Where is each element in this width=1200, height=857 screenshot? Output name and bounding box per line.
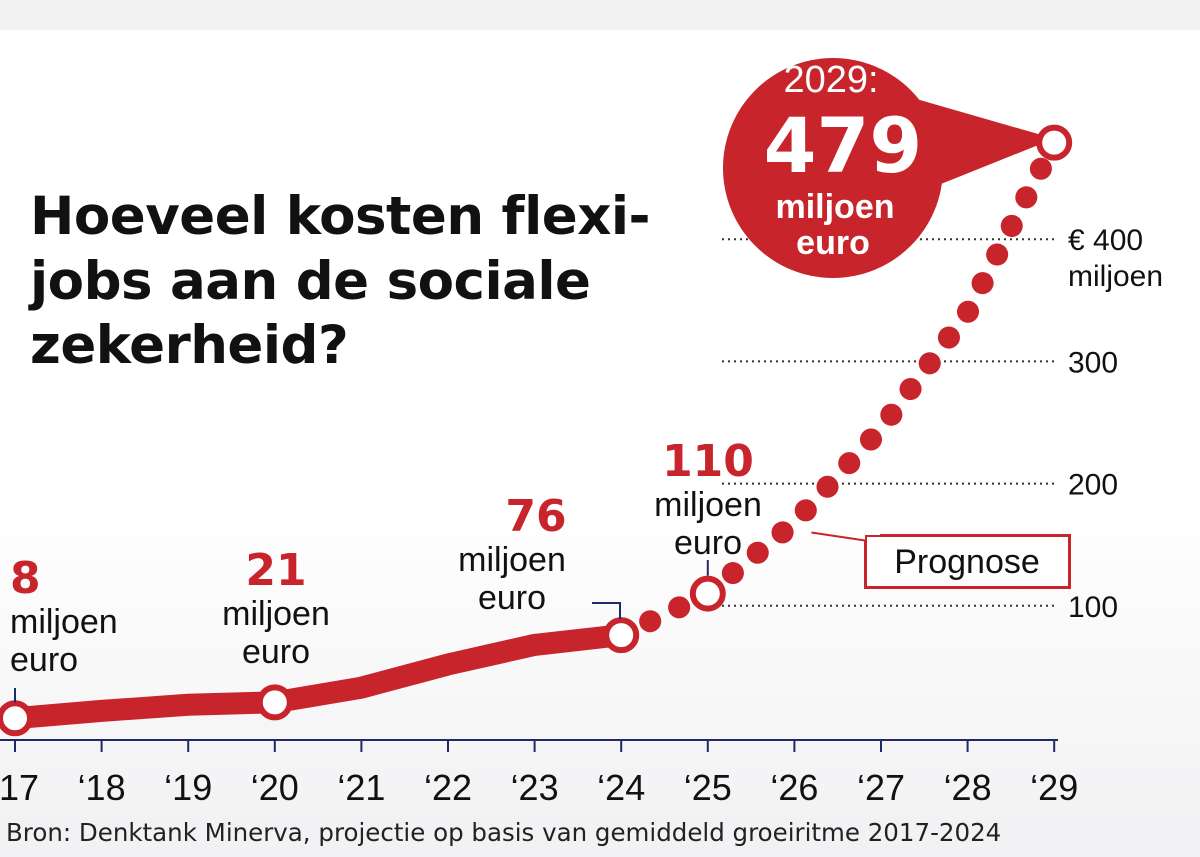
x-tick-label: ‘26 xyxy=(770,767,818,808)
data-label-value: 21 xyxy=(245,545,306,596)
data-point-marker xyxy=(256,684,293,721)
data-label-unit: miljoen xyxy=(654,486,762,524)
data-point-marker xyxy=(1036,124,1073,161)
x-tick-label: ‘20 xyxy=(251,767,299,808)
y-tick-label: 200 xyxy=(1068,469,1118,502)
x-tick-label: ‘22 xyxy=(424,767,472,808)
x-tick-label: ‘24 xyxy=(597,767,645,808)
y-tick-label: € 400 xyxy=(1068,224,1143,257)
x-tick-label: ‘27 xyxy=(857,767,905,808)
callout-unit: euro xyxy=(796,224,870,262)
callout-unit: miljoen xyxy=(775,188,894,226)
x-tick-label: ‘17 xyxy=(0,767,39,808)
prognose-label: Prognose xyxy=(894,543,1040,581)
prognose-box xyxy=(865,535,1070,588)
x-tick-label: ‘23 xyxy=(511,767,559,808)
callout-year: 2029: xyxy=(783,59,878,101)
callout-value: 479 xyxy=(764,101,923,190)
x-tick-label: ‘19 xyxy=(164,767,212,808)
y-tick-sublabel: miljoen xyxy=(1068,260,1163,293)
x-tick-label: ‘29 xyxy=(1030,767,1078,808)
data-label-value: 8 xyxy=(10,553,41,604)
callout-bubble xyxy=(723,58,943,278)
data-label-unit: miljoen xyxy=(10,603,118,641)
data-label-unit: euro xyxy=(242,633,310,671)
source-note: Bron: Denktank Minerva, projectie op bas… xyxy=(6,818,1002,847)
data-point-marker xyxy=(603,617,640,654)
data-label-unit: miljoen xyxy=(458,541,566,579)
y-tick-label: 300 xyxy=(1068,346,1118,379)
data-label-value: 76 xyxy=(505,491,566,542)
data-label-value: 110 xyxy=(662,436,754,487)
data-label-unit: miljoen xyxy=(222,595,330,633)
x-tick-label: ‘18 xyxy=(78,767,126,808)
x-tick-label: ‘28 xyxy=(944,767,992,808)
series-line-forecast xyxy=(610,131,1066,647)
data-label-unit: euro xyxy=(478,579,546,617)
top-strip xyxy=(0,0,1200,30)
data-point-marker xyxy=(0,700,33,737)
label-leader-line xyxy=(592,602,621,620)
data-label-unit: euro xyxy=(10,641,78,679)
x-tick-label: ‘21 xyxy=(337,767,385,808)
callout-pointer xyxy=(913,98,1055,188)
chart-title: Hoeveel kosten flexi-jobs aan de sociale… xyxy=(30,186,651,377)
data-point-marker xyxy=(689,575,726,612)
data-label-unit: euro xyxy=(674,524,742,562)
y-tick-label: 100 xyxy=(1068,591,1118,624)
x-tick-label: ‘25 xyxy=(684,767,732,808)
series-line-actual xyxy=(4,624,633,730)
